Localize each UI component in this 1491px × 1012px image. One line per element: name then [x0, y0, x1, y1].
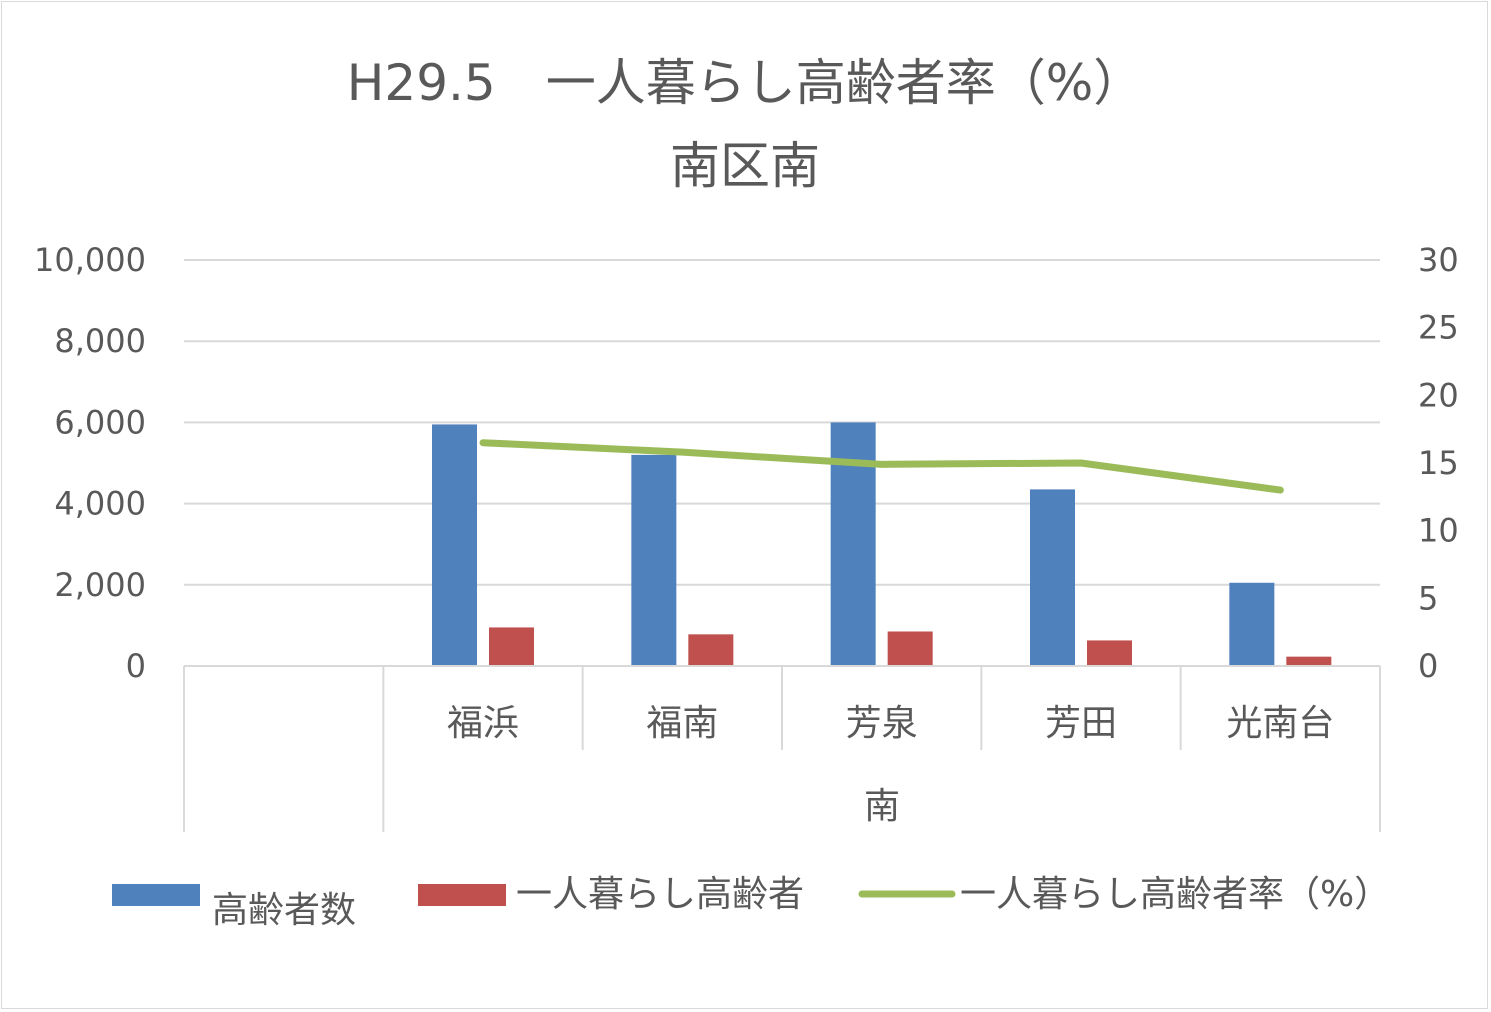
rate-point [1080, 462, 1082, 464]
line-series [479, 439, 1284, 494]
bar-1-1 [489, 627, 534, 666]
legend-label-2: 一人暮らし高齢者率（%） [960, 874, 1390, 915]
legend-key-0 [112, 884, 200, 906]
bar-1-2 [688, 634, 734, 666]
bar-1-4 [1087, 640, 1132, 666]
left-axis: 0 2,000 4,000 6,000 8,000 10,000 [34, 241, 146, 685]
legend-key-1 [418, 884, 506, 906]
right-tick-label: 10 [1418, 512, 1459, 550]
left-tick-label: 6,000 [54, 403, 146, 441]
bar-series [432, 422, 1332, 666]
legend-label-0: 高齢者数 [212, 890, 356, 931]
legend-label-1: 一人暮らし高齢者 [516, 874, 804, 915]
chart-title-line-2: 南区南 [670, 137, 820, 195]
right-tick-label: 0 [1418, 647, 1438, 685]
left-tick-label: 10,000 [34, 241, 146, 279]
category-label: 光南台 [1226, 703, 1334, 744]
left-tick-label: 0 [126, 647, 146, 685]
right-tick-label: 25 [1418, 309, 1459, 347]
right-tick-label: 15 [1418, 444, 1459, 482]
category-label: 福浜 [447, 703, 519, 744]
right-tick-label: 20 [1418, 376, 1459, 414]
bar-0-2 [631, 454, 677, 666]
bar-0-1 [432, 424, 477, 666]
right-axis: 0 5 10 15 20 25 30 [1418, 241, 1459, 685]
rate-point [1279, 489, 1281, 491]
bar-0-5 [1229, 582, 1275, 666]
bar-1-5 [1286, 656, 1332, 666]
right-tick-label: 30 [1418, 241, 1459, 279]
bar-0-4 [1030, 489, 1075, 666]
legend: 高齢者数 一人暮らし高齢者 一人暮らし高齢者率（%） [112, 874, 1390, 931]
group-label: 南 [864, 786, 900, 827]
rate-point [881, 463, 883, 465]
right-tick-label: 5 [1418, 579, 1438, 617]
bar-1-3 [887, 631, 933, 666]
category-label: 芳田 [1045, 703, 1117, 744]
rate-point [681, 451, 683, 453]
rate-line [479, 439, 1284, 494]
category-label: 福南 [646, 703, 718, 744]
category-label: 芳泉 [846, 703, 918, 744]
left-tick-label: 2,000 [54, 566, 146, 604]
rate-point [482, 442, 484, 444]
left-tick-label: 4,000 [54, 485, 146, 523]
gridlines [184, 259, 1380, 586]
chart-title-line-1: H29.5 一人暮らし高齢者率（%） [347, 54, 1143, 112]
left-tick-label: 8,000 [54, 322, 146, 360]
category-axis: 福浜 福南 芳泉 芳田 光南台 [183, 665, 1381, 832]
